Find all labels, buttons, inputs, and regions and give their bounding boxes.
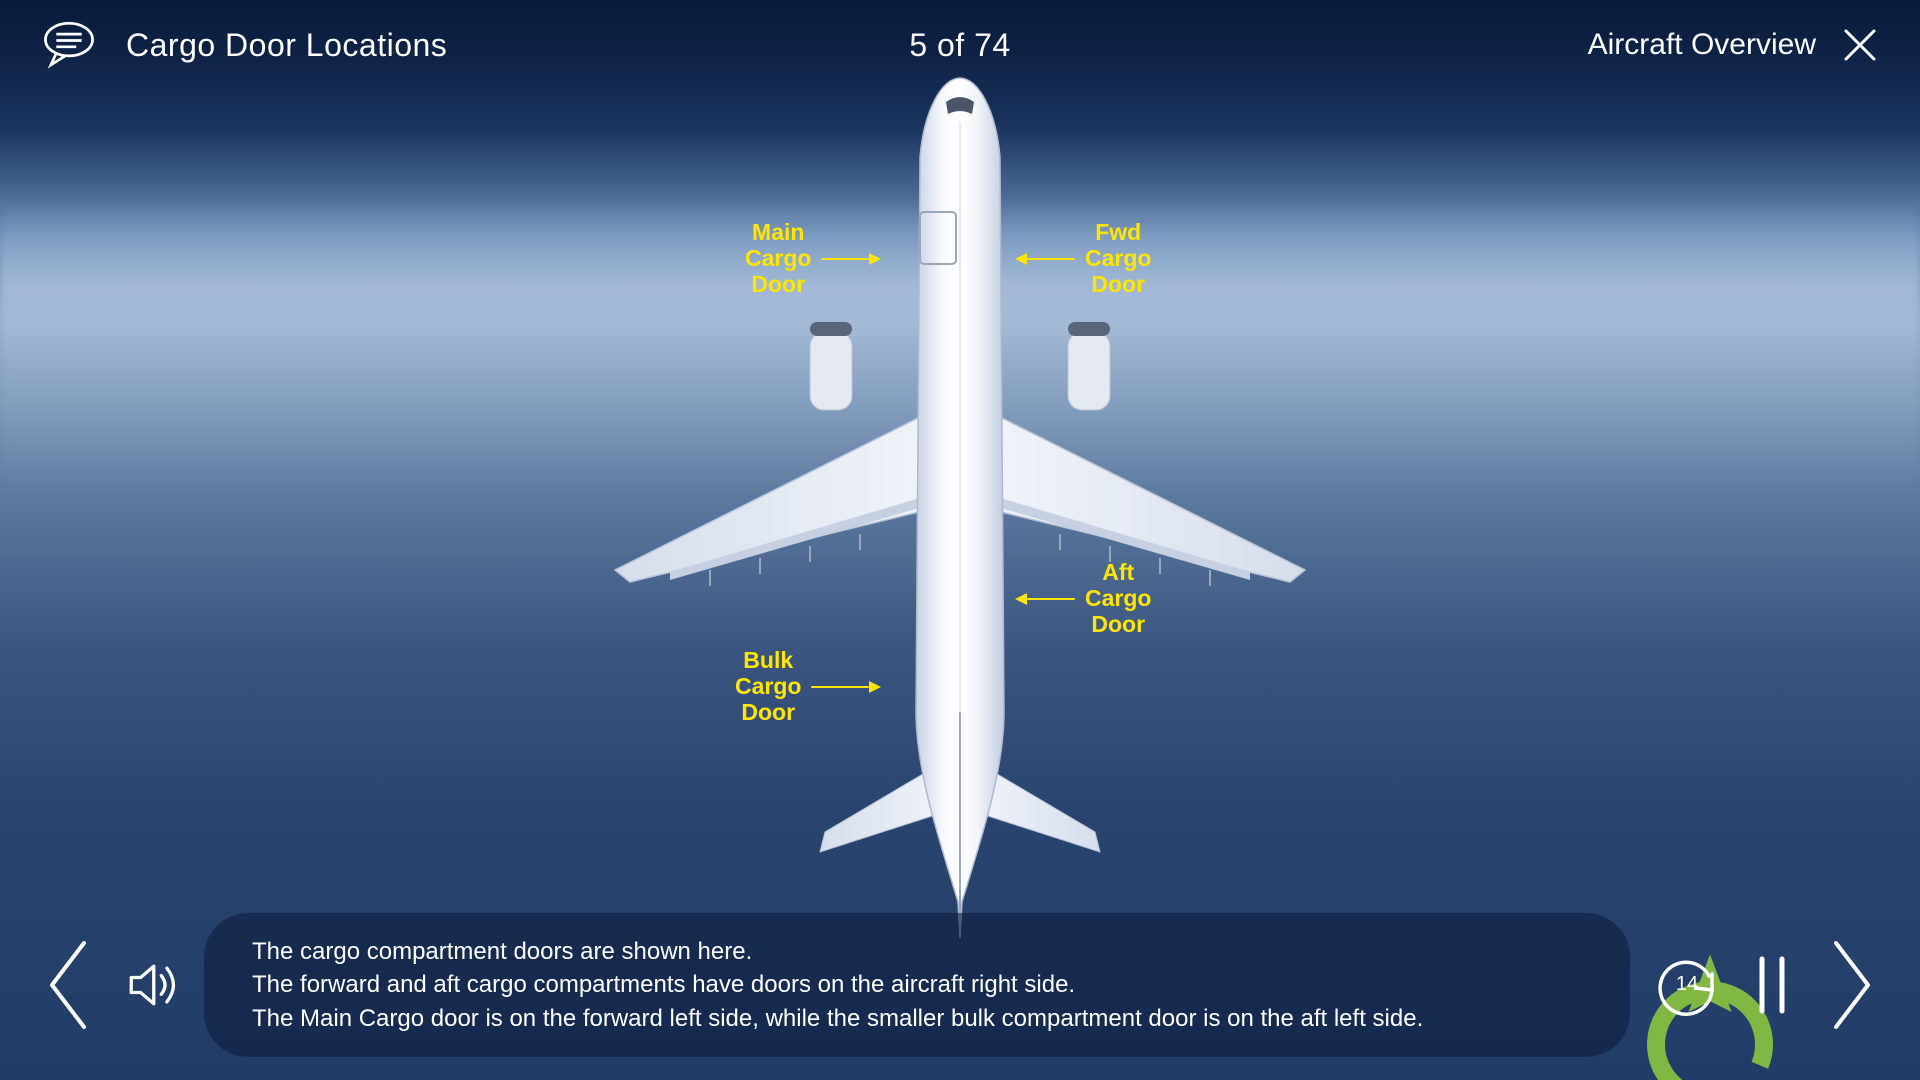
caption-line: The forward and aft cargo compartments h… (252, 968, 1582, 1001)
caption-box: The cargo compartment doors are shown he… (204, 913, 1630, 1056)
close-icon[interactable] (1840, 25, 1880, 65)
callout-label: Main Cargo Door (745, 220, 811, 297)
pause-button[interactable] (1752, 953, 1792, 1017)
caption-line: The Main Cargo door is on the forward le… (252, 1002, 1582, 1035)
callout-label: Fwd Cargo Door (1085, 220, 1151, 297)
training-slide-stage: Cargo Door Locations 5 of 74 Aircraft Ov… (0, 0, 1920, 1080)
next-button[interactable] (1824, 935, 1880, 1035)
callout-aft-cargo-door: Aft Cargo Door (1015, 560, 1151, 637)
callout-label: Aft Cargo Door (1085, 560, 1151, 637)
callout-fwd-cargo-door: Fwd Cargo Door (1015, 220, 1151, 297)
replay-button[interactable]: 14 (1654, 952, 1720, 1018)
section-title: Aircraft Overview (1588, 28, 1816, 62)
callout-bulk-cargo-door: Bulk Cargo Door (735, 648, 881, 725)
page-title: Cargo Door Locations (126, 27, 447, 64)
comments-icon[interactable] (40, 16, 98, 74)
audio-icon[interactable] (120, 955, 180, 1015)
aircraft-top-view (510, 72, 1410, 952)
bottom-bar: The cargo compartment doors are shown he… (0, 910, 1920, 1080)
callout-label: Bulk Cargo Door (735, 648, 801, 725)
replay-seconds: 14 (1676, 973, 1698, 996)
caption-line: The cargo compartment doors are shown he… (252, 935, 1582, 968)
aircraft-diagram: Main Cargo Door Fwd Cargo Door Aft Cargo… (510, 72, 1410, 952)
prev-button[interactable] (40, 935, 96, 1035)
callout-main-cargo-door: Main Cargo Door (745, 220, 881, 297)
